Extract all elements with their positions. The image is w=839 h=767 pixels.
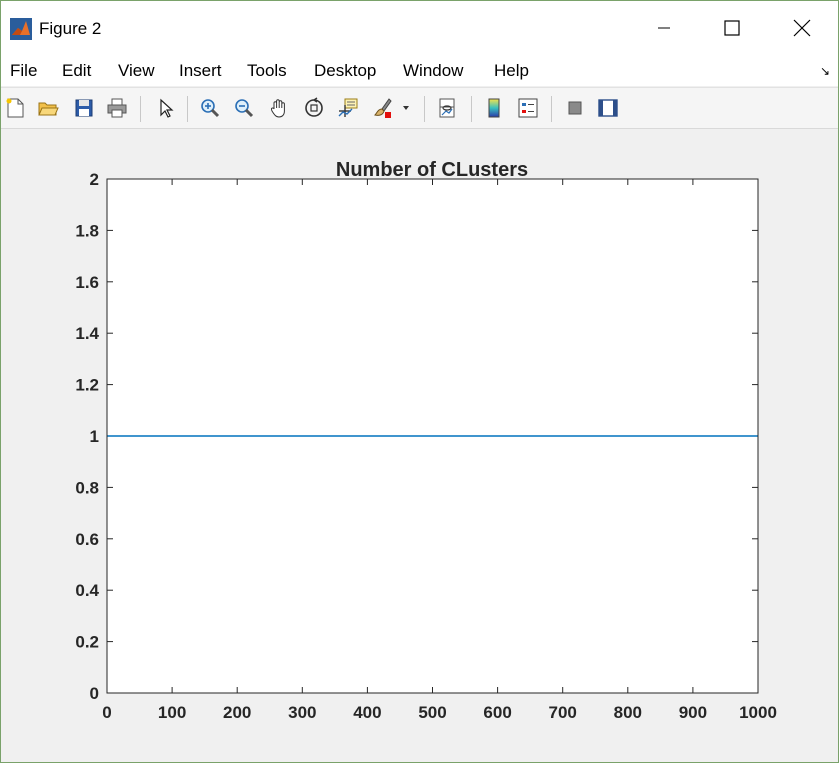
y-tick-label: 0.2: [75, 633, 99, 652]
toolbar-separator: [187, 96, 188, 122]
colorbar-icon: [488, 98, 500, 118]
toolbar-separator: [140, 96, 141, 122]
brush-dropdown-button[interactable]: [399, 95, 413, 121]
y-axis: 0 0.2 0.4 0.6 0.8 1 1.2 1.4 1.6 1.8 2: [75, 170, 758, 703]
dock-arrow-icon[interactable]: ↘: [819, 64, 830, 78]
menu-help[interactable]: Help: [494, 61, 529, 80]
chart-title: Number of CLusters: [336, 159, 528, 181]
x-tick-label: 100: [158, 703, 186, 722]
pan-hand-icon: [271, 99, 285, 118]
zoom-out-button[interactable]: [231, 95, 257, 121]
axes-box: [106, 178, 759, 694]
show-plot-tools-icon: [598, 99, 618, 117]
x-tick-label: 600: [483, 703, 511, 722]
menu-window[interactable]: Window: [403, 61, 464, 80]
brush-dropdown-icon: [403, 106, 409, 110]
y-tick-label: 1.2: [75, 376, 99, 395]
x-tick-label: 500: [418, 703, 446, 722]
window-title: Figure 2: [39, 19, 102, 38]
brush-icon: [374, 98, 392, 118]
zoom-out-icon: [235, 99, 254, 118]
data-cursor-icon: [338, 98, 358, 117]
legend-button[interactable]: [515, 95, 541, 121]
brush-button[interactable]: [369, 95, 395, 121]
rotate-3d-icon: [305, 97, 323, 117]
maximize-button[interactable]: [709, 11, 755, 45]
pan-hand-button[interactable]: [266, 95, 292, 121]
y-tick-label: 1.8: [75, 221, 99, 240]
x-axis: 0 100 200 300 400 500 600 700 800 900 1000: [102, 179, 777, 722]
title-bar[interactable]: Figure 2: [1, 1, 838, 56]
link-plot-icon: [439, 98, 455, 118]
save-icon: [75, 99, 93, 117]
menu-file[interactable]: File: [10, 61, 38, 80]
select-arrow-button[interactable]: [153, 95, 179, 121]
menu-view[interactable]: View: [118, 61, 155, 80]
legend-icon: [518, 98, 538, 118]
y-tick-label: 0: [90, 684, 99, 703]
x-tick-label: 900: [679, 703, 707, 722]
plot-svg: 0 100 200 300 400 500 600 700 800 900 1000 0 0.2 0.4…: [75, 159, 777, 722]
rotate-3d-button[interactable]: [301, 95, 327, 121]
data-cursor-button[interactable]: [335, 95, 361, 121]
menu-edit[interactable]: Edit: [62, 61, 92, 80]
hide-plot-tools-button[interactable]: [562, 95, 588, 121]
open-file-icon: [38, 102, 59, 116]
menu-bar: File Edit View Insert Tools Desktop Wind…: [1, 56, 838, 86]
open-file-button[interactable]: [35, 95, 61, 121]
menu-desktop[interactable]: Desktop: [314, 61, 377, 80]
x-tick-label: 0: [102, 703, 111, 722]
select-arrow-icon: [160, 98, 174, 118]
y-tick-label: 0.4: [75, 581, 99, 600]
link-plot-button[interactable]: [434, 95, 460, 121]
x-tick-label: 400: [353, 703, 381, 722]
zoom-in-button[interactable]: [197, 95, 223, 121]
zoom-in-icon: [201, 99, 220, 118]
x-tick-label: 700: [549, 703, 577, 722]
toolbar-separator: [424, 96, 425, 122]
show-plot-tools-button[interactable]: [595, 95, 621, 121]
close-button[interactable]: [779, 11, 825, 45]
x-tick-label: 800: [614, 703, 642, 722]
colorbar-button[interactable]: [481, 95, 507, 121]
minimize-icon: [658, 27, 670, 29]
menu-insert[interactable]: Insert: [179, 61, 222, 80]
maximize-icon: [724, 20, 740, 36]
x-tick-label: 300: [288, 703, 316, 722]
save-button[interactable]: [71, 95, 97, 121]
close-icon: [793, 19, 811, 37]
y-tick-label: 0.8: [75, 478, 99, 497]
new-figure-button[interactable]: [2, 95, 28, 121]
print-icon: [107, 98, 127, 118]
figure-canvas[interactable]: 0 100 200 300 400 500 600 700 800 900 1000 0 0.2 0.4…: [1, 129, 838, 762]
toolbar-separator: [471, 96, 472, 122]
hide-plot-tools-icon: [568, 101, 582, 115]
new-figure-icon: [6, 98, 24, 118]
figure-toolbar: [1, 87, 838, 129]
print-button[interactable]: [104, 95, 130, 121]
minimize-button[interactable]: [641, 11, 687, 45]
x-tick-label: 1000: [739, 703, 777, 722]
menu-tools[interactable]: Tools: [247, 61, 287, 80]
matlab-logo-icon: [10, 18, 32, 40]
toolbar-separator: [551, 96, 552, 122]
y-tick-label: 1: [90, 427, 99, 446]
x-tick-label: 200: [223, 703, 251, 722]
y-tick-label: 2: [90, 170, 99, 189]
y-tick-label: 1.6: [75, 273, 99, 292]
y-tick-label: 0.6: [75, 530, 99, 549]
y-tick-label: 1.4: [75, 324, 99, 343]
